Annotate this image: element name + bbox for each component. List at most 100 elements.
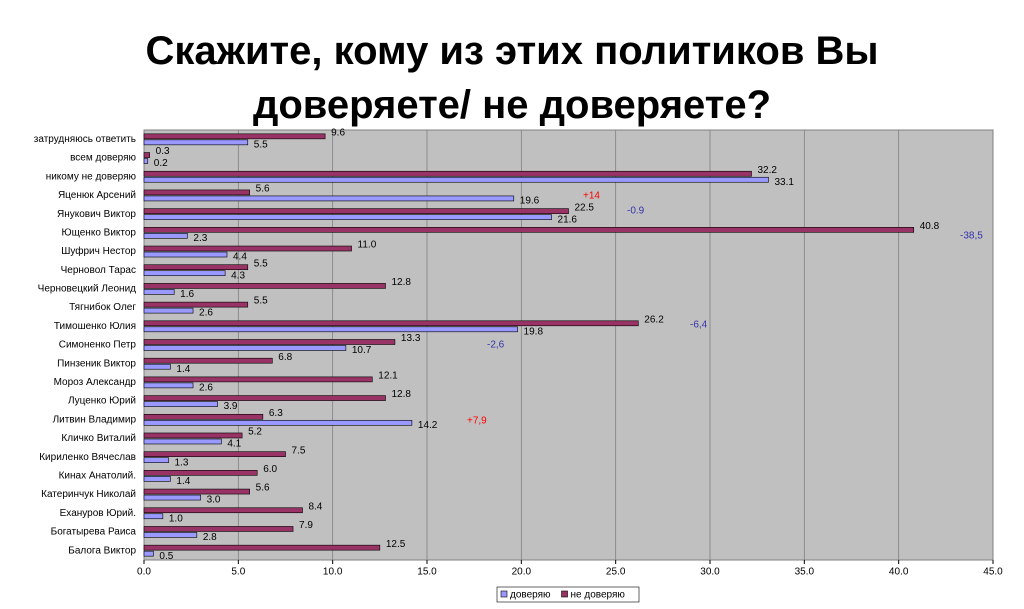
annotation: +14 bbox=[583, 191, 600, 202]
value-label: 2.6 bbox=[199, 383, 213, 394]
bar bbox=[143, 457, 169, 463]
bar bbox=[143, 176, 769, 183]
y-tick-label: Шуфрич Нестор bbox=[61, 245, 136, 257]
value-label: 4.4 bbox=[233, 252, 247, 263]
y-tick-label: Балога Виктор bbox=[68, 545, 136, 556]
bar bbox=[143, 245, 352, 252]
y-tick-label: Янукович Виктор bbox=[57, 209, 136, 220]
bar bbox=[143, 507, 303, 514]
value-label: 5.2 bbox=[248, 427, 262, 438]
legend-label: доверяю bbox=[510, 590, 551, 601]
value-label: 21.6 bbox=[558, 214, 578, 225]
bar bbox=[143, 133, 326, 140]
value-label: 13.3 bbox=[401, 333, 421, 344]
value-label: 12.1 bbox=[378, 371, 398, 382]
value-label: 5.5 bbox=[254, 139, 268, 150]
value-label: 22.5 bbox=[575, 202, 595, 213]
bar bbox=[143, 208, 569, 214]
plot-area bbox=[143, 129, 994, 561]
value-label: 33.1 bbox=[774, 177, 794, 188]
y-tick-label: Черновол Тарас bbox=[61, 265, 136, 276]
annotation: -6,4 bbox=[690, 320, 708, 331]
bar bbox=[143, 289, 175, 295]
bar bbox=[143, 320, 639, 327]
bar bbox=[143, 326, 518, 333]
legend-swatch bbox=[500, 590, 508, 598]
value-label: 2.8 bbox=[203, 532, 217, 543]
bar bbox=[143, 526, 294, 532]
bar bbox=[143, 233, 188, 239]
bar bbox=[143, 550, 154, 557]
x-tick-label: 40.0 bbox=[889, 567, 909, 578]
value-label: 3.0 bbox=[207, 495, 221, 506]
bar bbox=[143, 251, 228, 258]
x-tick-label: 35.0 bbox=[795, 567, 815, 578]
annotation: -2,6 bbox=[487, 340, 505, 351]
bar bbox=[143, 532, 198, 538]
x-tick-label: 25.0 bbox=[606, 567, 626, 578]
bar bbox=[143, 301, 249, 308]
annotation: -0.9 bbox=[627, 206, 645, 217]
value-label: 7.9 bbox=[299, 520, 313, 531]
bar bbox=[143, 413, 264, 420]
y-tick-label: Луценко Юрий bbox=[68, 396, 136, 407]
y-tick-label: Черновецкий Леонид bbox=[38, 284, 136, 295]
value-label: 1.4 bbox=[176, 364, 190, 375]
x-tick-label: 45.0 bbox=[983, 567, 1003, 578]
value-label: 0.2 bbox=[154, 158, 168, 169]
value-label: 5.5 bbox=[254, 296, 268, 307]
value-label: 26.2 bbox=[644, 314, 664, 325]
y-tick-label: Тягнибок Олег bbox=[69, 301, 136, 313]
value-label: 12.8 bbox=[391, 277, 411, 288]
value-label: 4.3 bbox=[231, 270, 245, 281]
y-tick-label: Тимошенко Юлия bbox=[54, 321, 136, 332]
bar bbox=[143, 401, 218, 407]
bar bbox=[143, 283, 386, 289]
y-tick-label: Кличко Виталий bbox=[61, 433, 136, 444]
y-tick-label: Богатырева Раиса bbox=[51, 527, 137, 538]
bar bbox=[143, 438, 222, 445]
bar bbox=[143, 357, 273, 364]
y-tick-label: Кириленко Вячеслав bbox=[39, 452, 136, 463]
value-label: 14.2 bbox=[418, 420, 438, 431]
bar bbox=[143, 451, 286, 457]
legend-swatch bbox=[561, 590, 568, 598]
bar bbox=[143, 494, 201, 501]
value-label: 11.0 bbox=[358, 240, 377, 251]
value-label: 19.8 bbox=[524, 326, 544, 337]
value-label: 19.6 bbox=[520, 196, 540, 207]
bar bbox=[143, 139, 249, 146]
value-label: 5.5 bbox=[254, 258, 268, 269]
bar bbox=[143, 395, 386, 401]
value-label: 32.2 bbox=[758, 165, 778, 176]
bar bbox=[143, 307, 194, 314]
y-tick-label: Ехануров Юрий. bbox=[60, 508, 136, 519]
value-label: 4.1 bbox=[227, 439, 241, 450]
value-label: 5.6 bbox=[256, 184, 270, 195]
bar bbox=[143, 195, 515, 202]
value-label: 6.8 bbox=[278, 352, 292, 363]
value-label: 6.0 bbox=[263, 464, 277, 475]
bar bbox=[143, 363, 171, 370]
bar bbox=[143, 189, 250, 196]
value-label: 1.6 bbox=[180, 289, 194, 300]
bar bbox=[143, 470, 258, 476]
value-label: 1.4 bbox=[176, 476, 190, 487]
value-label: 1.0 bbox=[169, 513, 183, 524]
y-tick-label: Яценюк Арсений bbox=[58, 190, 136, 201]
value-label: 9.6 bbox=[331, 127, 345, 138]
y-tick-label: Симоненко Петр bbox=[59, 340, 137, 351]
value-label: 12.5 bbox=[386, 539, 406, 550]
y-tick-label: никому не доверяю bbox=[46, 171, 137, 182]
annotation: -38,5 bbox=[960, 231, 983, 242]
bar bbox=[143, 270, 226, 277]
bar bbox=[143, 513, 164, 520]
value-label: 6.3 bbox=[269, 408, 283, 419]
bar bbox=[143, 345, 347, 351]
bar bbox=[143, 382, 194, 389]
x-tick-label: 15.0 bbox=[417, 567, 437, 578]
y-tick-label: Ющенко Виктор bbox=[62, 227, 137, 238]
bar bbox=[143, 158, 149, 164]
